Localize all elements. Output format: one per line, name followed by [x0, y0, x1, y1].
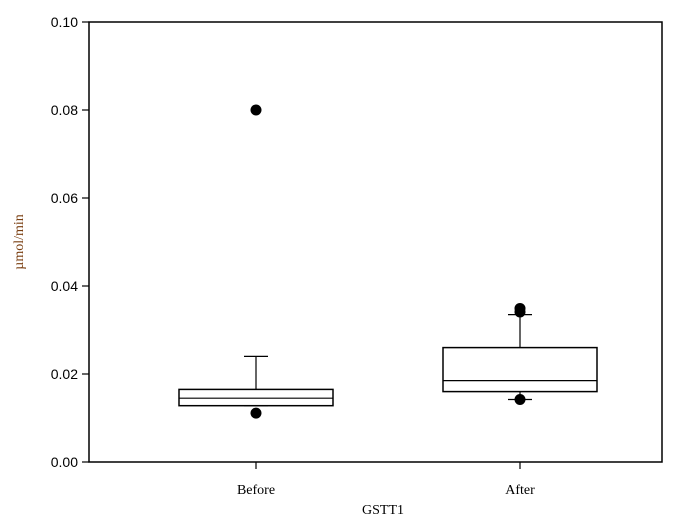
box-iqr — [178, 388, 334, 407]
y-axis-title: µmol/min — [12, 214, 27, 270]
box-before — [178, 104, 334, 419]
outlier-point — [514, 306, 526, 318]
x-tick-label: Before — [237, 483, 275, 498]
y-axis: 0.00 0.02 0.04 0.06 0.08 0.10 — [51, 14, 89, 470]
outlier-point — [250, 104, 262, 116]
y-tick-label: 0.02 — [51, 366, 78, 382]
box-iqr — [442, 346, 598, 393]
x-axis-title: GSTT1 — [362, 503, 404, 518]
outlier-point — [514, 394, 526, 406]
plot-area — [88, 21, 663, 463]
y-tick-label: 0.00 — [51, 454, 78, 470]
y-tick-label: 0.08 — [51, 102, 78, 118]
plot-frame — [88, 21, 663, 463]
boxes-layer — [178, 104, 598, 419]
y-tick-label: 0.06 — [51, 190, 78, 206]
y-tick-label: 0.04 — [51, 278, 78, 294]
x-axis: Before After — [237, 462, 535, 498]
y-tick-label: 0.10 — [51, 14, 78, 30]
box-after — [442, 302, 598, 406]
x-tick-label: After — [505, 483, 535, 498]
outlier-point — [250, 407, 262, 419]
